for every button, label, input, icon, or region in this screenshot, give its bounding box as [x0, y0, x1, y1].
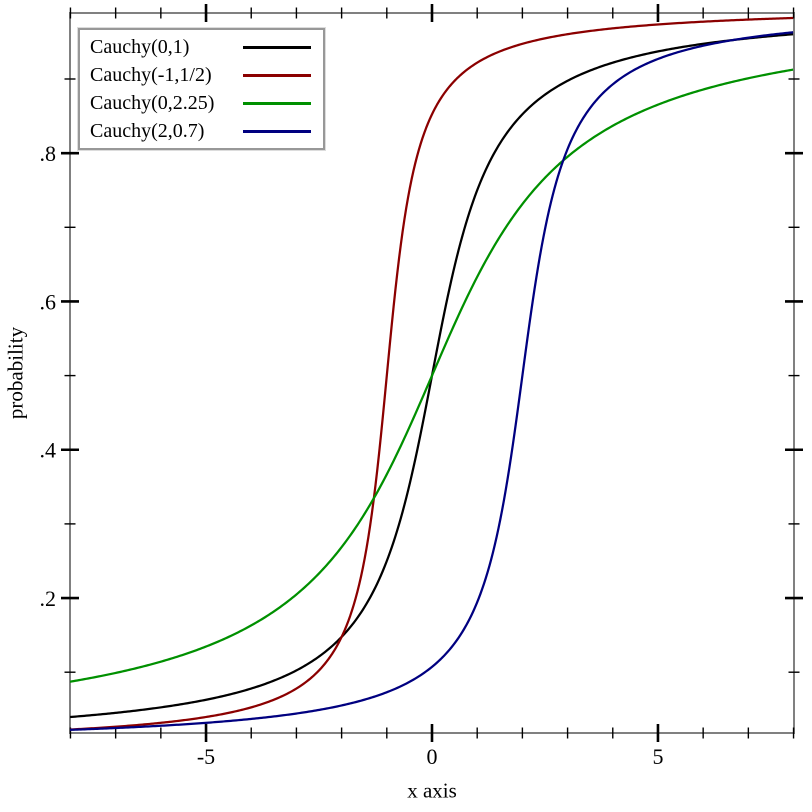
legend-line-sample — [243, 45, 311, 49]
legend-label: Cauchy(2,0.7) — [90, 120, 205, 142]
legend-line-sample — [243, 129, 311, 133]
legend-entry: Cauchy(0,2.25) — [90, 89, 311, 117]
x-tick-label: 5 — [652, 744, 663, 769]
legend-entry: Cauchy(0,1) — [90, 33, 311, 61]
legend-entry: Cauchy(-1,1/2) — [90, 61, 311, 89]
legend-label: Cauchy(0,1) — [90, 36, 190, 58]
legend-line-sample — [243, 73, 311, 77]
x-tick-label: -5 — [197, 744, 215, 769]
x-tick-label: 0 — [427, 744, 438, 769]
y-tick-label: .6 — [40, 289, 57, 314]
legend-box: Cauchy(0,1) Cauchy(-1,1/2) Cauchy(0,2.25) C… — [78, 28, 325, 150]
curve-cauchy-1-1-2 — [70, 16, 794, 731]
curve-cauchy-0-2-25 — [70, 68, 794, 683]
legend-line-sample — [243, 101, 311, 105]
y-axis-title: probability — [3, 326, 28, 420]
legend-label: Cauchy(0,2.25) — [90, 92, 215, 114]
legend-label: Cauchy(-1,1/2) — [90, 64, 212, 86]
y-tick-label: .8 — [40, 141, 57, 166]
y-tick-label: .4 — [40, 438, 57, 463]
y-tick-label: .2 — [40, 586, 57, 611]
x-axis-title: x axis — [407, 778, 457, 803]
curve-cauchy-2-0-7 — [70, 31, 794, 731]
legend-entry: Cauchy(2,0.7) — [90, 117, 311, 145]
